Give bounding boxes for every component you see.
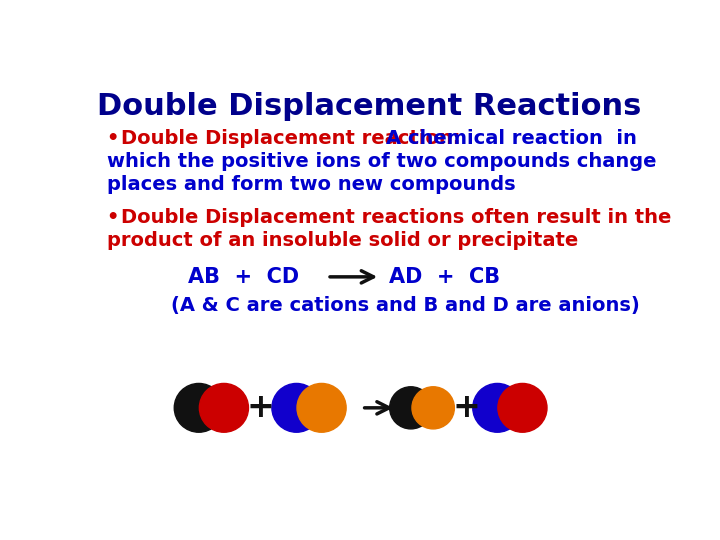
Ellipse shape [390,387,432,429]
Ellipse shape [199,383,248,432]
Ellipse shape [174,383,223,432]
Text: which the positive ions of two compounds change: which the positive ions of two compounds… [107,152,656,171]
Text: places and form two new compounds: places and form two new compounds [107,175,516,194]
Text: +: + [453,392,480,424]
Text: (A & C are cations and B and D are anions): (A & C are cations and B and D are anion… [171,296,639,315]
Text: •: • [107,208,119,227]
Text: •: • [107,129,119,149]
Text: Double Displacement reactions often result in the: Double Displacement reactions often resu… [121,208,671,227]
Text: product of an insoluble solid or precipitate: product of an insoluble solid or precipi… [107,231,578,250]
Ellipse shape [412,387,454,429]
Text: +: + [246,392,274,424]
Text: Double Displacement reaction:: Double Displacement reaction: [121,129,460,149]
Ellipse shape [498,383,547,432]
Ellipse shape [297,383,346,432]
Text: AB  +  CD: AB + CD [188,267,299,287]
Text: A chemical reaction  in: A chemical reaction in [386,129,636,149]
Text: Double Displacement Reactions: Double Displacement Reactions [96,92,642,121]
Ellipse shape [473,383,522,432]
Text: AD  +  CB: AD + CB [389,267,500,287]
Ellipse shape [272,383,321,432]
